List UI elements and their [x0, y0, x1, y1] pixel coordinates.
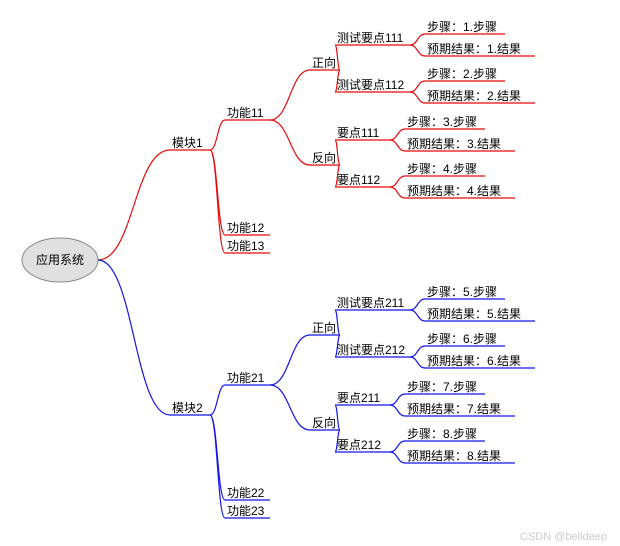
edge	[270, 385, 310, 430]
edge	[390, 176, 405, 187]
node-label: 预期结果：4.结果	[407, 184, 501, 198]
edge	[390, 187, 405, 198]
edge	[390, 129, 405, 140]
node-label: 步骤：3.步骤	[407, 115, 477, 129]
node-label: 预期结果：1.结果	[427, 42, 521, 56]
edge	[410, 346, 425, 357]
edge	[390, 140, 405, 151]
node-label: 功能11	[227, 106, 264, 120]
edge	[210, 415, 225, 500]
node-label: 预期结果：2.结果	[427, 89, 521, 103]
node-label: 功能23	[227, 504, 265, 518]
edge	[270, 120, 310, 165]
edge	[270, 335, 310, 385]
edge	[98, 260, 170, 415]
node-label: 模块2	[172, 401, 203, 415]
node-label: 测试要点211	[337, 295, 404, 310]
edge	[210, 385, 225, 415]
edge	[210, 150, 225, 253]
edge	[410, 310, 425, 321]
edge	[98, 150, 170, 260]
node-label: 模块1	[172, 136, 203, 150]
node-label: 功能13	[227, 239, 265, 253]
node-label: 要点212	[337, 438, 381, 452]
edge	[210, 120, 225, 150]
node-label: 预期结果：8.结果	[407, 449, 501, 463]
node-label: 步骤：6.步骤	[427, 332, 497, 346]
edge	[410, 45, 425, 56]
node-label: 功能21	[227, 371, 265, 385]
node-label: 功能22	[227, 486, 265, 500]
node-label: 预期结果：6.结果	[427, 354, 521, 368]
node-label: 步骤：1.步骤	[427, 20, 497, 34]
node-label: 正向	[312, 55, 336, 70]
edge	[390, 441, 405, 452]
node-label: 预期结果：5.结果	[427, 307, 521, 321]
node-label: 步骤：5.步骤	[427, 285, 497, 299]
node-label: 步骤：4.步骤	[407, 162, 477, 176]
edge	[390, 394, 405, 405]
edge	[210, 415, 225, 518]
node-label: 要点111	[337, 126, 380, 140]
node-label: 要点211	[337, 391, 380, 405]
node-label: 预期结果：7.结果	[407, 402, 501, 416]
watermark: CSDN @belldeep	[520, 531, 607, 543]
edge	[270, 70, 310, 120]
node-label: 反向	[312, 150, 336, 165]
edge	[410, 357, 425, 368]
node-label: 要点112	[337, 173, 380, 187]
edge	[210, 150, 225, 235]
node-label: 正向	[312, 320, 336, 335]
node-label: 功能12	[227, 221, 265, 235]
node-label: 步骤：7.步骤	[407, 380, 477, 394]
edge	[410, 299, 425, 310]
edge	[410, 34, 425, 45]
node-label: 步骤：8.步骤	[407, 427, 477, 441]
edge	[410, 81, 425, 92]
root-label: 应用系统	[36, 252, 84, 267]
node-label: 测试要点212	[337, 342, 405, 357]
node-label: 步骤：2.步骤	[427, 67, 497, 81]
edge	[390, 452, 405, 463]
edge	[410, 92, 425, 103]
edge	[390, 405, 405, 416]
node-label: 测试要点111	[337, 30, 404, 45]
node-label: 反向	[312, 415, 336, 430]
node-label: 预期结果：3.结果	[407, 137, 501, 151]
mindmap-tree: 应用系统模块1功能11功能12功能13正向反向测试要点111测试要点112要点1…	[0, 0, 620, 546]
node-label: 测试要点112	[337, 77, 404, 92]
